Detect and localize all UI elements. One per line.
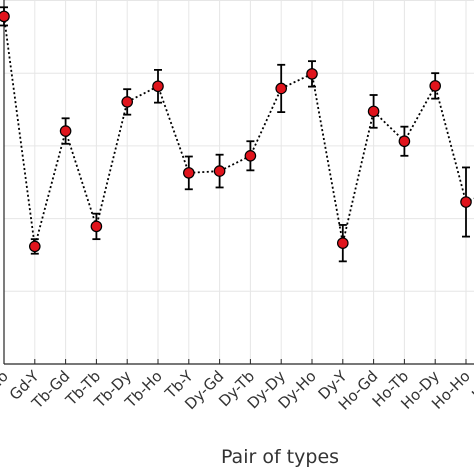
data-point [244,149,257,162]
data-point [90,220,103,233]
x-tick-label: Ho-Y [468,367,474,404]
data-point [460,196,472,208]
series-line [3,16,474,247]
data-point [213,165,226,177]
data-point [367,105,380,118]
x-tick-label: Ho [0,367,12,394]
x-ticks [3,359,467,364]
data-point [275,82,287,95]
data-point [0,10,10,23]
data-point [152,80,164,93]
data-point [336,237,349,249]
data-point [429,80,441,92]
data-point [306,68,318,80]
gridlines [3,0,474,364]
data-point [28,240,41,253]
data-point [183,167,195,179]
data-point [398,135,411,148]
data-point [121,96,133,108]
data-point [59,125,72,137]
x-axis-title: Pair of types [221,446,339,468]
x-tick-labels: HoGd-YTb-GdTb-TbTb-DyTb-HoTb-YDy-GdDy-Tb… [0,367,474,414]
series-group [0,6,474,263]
